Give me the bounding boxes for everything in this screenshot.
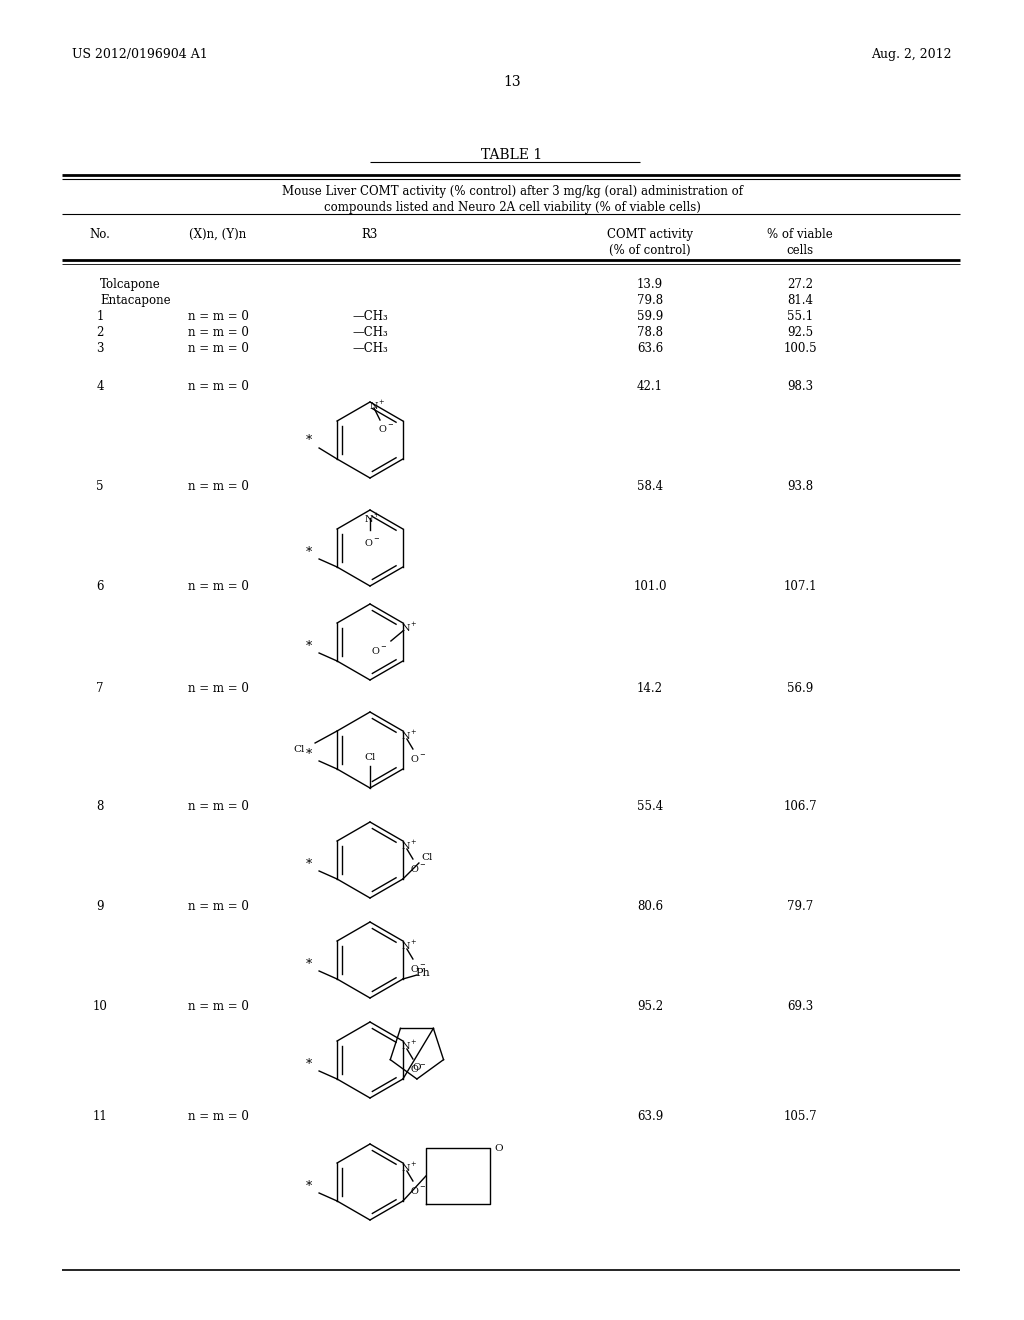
Text: Mouse Liver COMT activity (% control) after 3 mg/kg (oral) administration of: Mouse Liver COMT activity (% control) af… xyxy=(282,185,742,198)
Text: 11: 11 xyxy=(92,1110,108,1123)
Text: n = m = 0: n = m = 0 xyxy=(187,310,249,323)
Text: Cl: Cl xyxy=(365,754,376,763)
Text: 58.4: 58.4 xyxy=(637,480,664,492)
Text: *: * xyxy=(306,434,312,447)
Text: —CH₃: —CH₃ xyxy=(352,342,388,355)
Text: 98.3: 98.3 xyxy=(786,380,813,393)
Text: *: * xyxy=(306,748,312,762)
Text: 95.2: 95.2 xyxy=(637,1001,664,1012)
Text: 2: 2 xyxy=(96,326,103,339)
Text: 105.7: 105.7 xyxy=(783,1110,817,1123)
Text: 14.2: 14.2 xyxy=(637,682,663,696)
Text: 80.6: 80.6 xyxy=(637,900,664,913)
Text: O$^-$: O$^-$ xyxy=(371,644,387,656)
Text: N$^+$: N$^+$ xyxy=(400,620,418,634)
Text: 3: 3 xyxy=(96,342,103,355)
Text: n = m = 0: n = m = 0 xyxy=(187,1001,249,1012)
Text: Cl: Cl xyxy=(294,744,305,754)
Text: N$^+$: N$^+$ xyxy=(400,729,418,742)
Text: *: * xyxy=(306,546,312,560)
Text: n = m = 0: n = m = 0 xyxy=(187,1110,249,1123)
Text: N$^+$: N$^+$ xyxy=(369,399,385,412)
Text: —CH₃: —CH₃ xyxy=(352,310,388,323)
Text: 6: 6 xyxy=(96,579,103,593)
Text: Ph: Ph xyxy=(416,968,430,978)
Text: O: O xyxy=(413,1063,421,1072)
Text: 56.9: 56.9 xyxy=(786,682,813,696)
Text: 101.0: 101.0 xyxy=(633,579,667,593)
Text: 7: 7 xyxy=(96,682,103,696)
Text: No.: No. xyxy=(89,228,111,242)
Text: 79.8: 79.8 xyxy=(637,294,664,308)
Text: 55.1: 55.1 xyxy=(786,310,813,323)
Text: 81.4: 81.4 xyxy=(787,294,813,308)
Text: n = m = 0: n = m = 0 xyxy=(187,342,249,355)
Text: *: * xyxy=(306,640,312,653)
Text: 42.1: 42.1 xyxy=(637,380,663,393)
Text: 4: 4 xyxy=(96,380,103,393)
Text: N$^+$: N$^+$ xyxy=(400,1039,418,1052)
Text: (X)n, (Y)n: (X)n, (Y)n xyxy=(189,228,247,242)
Text: US 2012/0196904 A1: US 2012/0196904 A1 xyxy=(72,48,208,61)
Text: O$^-$: O$^-$ xyxy=(378,422,394,433)
Text: O: O xyxy=(494,1144,503,1152)
Text: COMT activity: COMT activity xyxy=(607,228,693,242)
Text: Tolcapone: Tolcapone xyxy=(100,279,161,290)
Text: % of viable: % of viable xyxy=(767,228,833,242)
Text: 79.7: 79.7 xyxy=(786,900,813,913)
Text: TABLE 1: TABLE 1 xyxy=(481,148,543,162)
Text: n = m = 0: n = m = 0 xyxy=(187,800,249,813)
Text: N$^+$: N$^+$ xyxy=(400,838,418,851)
Text: 59.9: 59.9 xyxy=(637,310,664,323)
Text: 93.8: 93.8 xyxy=(786,480,813,492)
Text: n = m = 0: n = m = 0 xyxy=(187,900,249,913)
Text: (% of control): (% of control) xyxy=(609,244,691,257)
Text: Entacapone: Entacapone xyxy=(100,294,171,308)
Text: n = m = 0: n = m = 0 xyxy=(187,326,249,339)
Text: 8: 8 xyxy=(96,800,103,813)
Text: 100.5: 100.5 xyxy=(783,342,817,355)
Text: cells: cells xyxy=(786,244,813,257)
Text: O$^-$: O$^-$ xyxy=(410,752,426,763)
Text: Cl: Cl xyxy=(421,853,432,862)
Text: 1: 1 xyxy=(96,310,103,323)
Text: N$^+$: N$^+$ xyxy=(364,511,380,524)
Text: O$^-$: O$^-$ xyxy=(410,962,426,974)
Text: 13: 13 xyxy=(503,75,521,88)
Text: n = m = 0: n = m = 0 xyxy=(187,579,249,593)
Text: 69.3: 69.3 xyxy=(786,1001,813,1012)
Text: 106.7: 106.7 xyxy=(783,800,817,813)
Text: 55.4: 55.4 xyxy=(637,800,664,813)
Text: 92.5: 92.5 xyxy=(786,326,813,339)
Text: 78.8: 78.8 xyxy=(637,326,663,339)
Text: *: * xyxy=(306,1059,312,1072)
Text: 107.1: 107.1 xyxy=(783,579,817,593)
Text: O$^-$: O$^-$ xyxy=(364,536,380,548)
Text: *: * xyxy=(306,858,312,871)
Text: 9: 9 xyxy=(96,900,103,913)
Text: O$^-$: O$^-$ xyxy=(410,862,426,874)
Text: O$^-$: O$^-$ xyxy=(410,1184,426,1196)
Text: *: * xyxy=(306,958,312,972)
Text: N$^+$: N$^+$ xyxy=(400,1160,418,1173)
Text: N$^+$: N$^+$ xyxy=(400,939,418,952)
Text: n = m = 0: n = m = 0 xyxy=(187,380,249,393)
Text: 27.2: 27.2 xyxy=(787,279,813,290)
Text: n = m = 0: n = m = 0 xyxy=(187,480,249,492)
Text: 63.9: 63.9 xyxy=(637,1110,664,1123)
Text: O$^-$: O$^-$ xyxy=(410,1063,426,1073)
Text: 13.9: 13.9 xyxy=(637,279,664,290)
Text: *: * xyxy=(306,1180,312,1193)
Text: 5: 5 xyxy=(96,480,103,492)
Text: 63.6: 63.6 xyxy=(637,342,664,355)
Text: compounds listed and Neuro 2A cell viability (% of viable cells): compounds listed and Neuro 2A cell viabi… xyxy=(324,201,700,214)
Text: Aug. 2, 2012: Aug. 2, 2012 xyxy=(871,48,952,61)
Text: —CH₃: —CH₃ xyxy=(352,326,388,339)
Text: R3: R3 xyxy=(361,228,378,242)
Text: n = m = 0: n = m = 0 xyxy=(187,682,249,696)
Text: 10: 10 xyxy=(92,1001,108,1012)
